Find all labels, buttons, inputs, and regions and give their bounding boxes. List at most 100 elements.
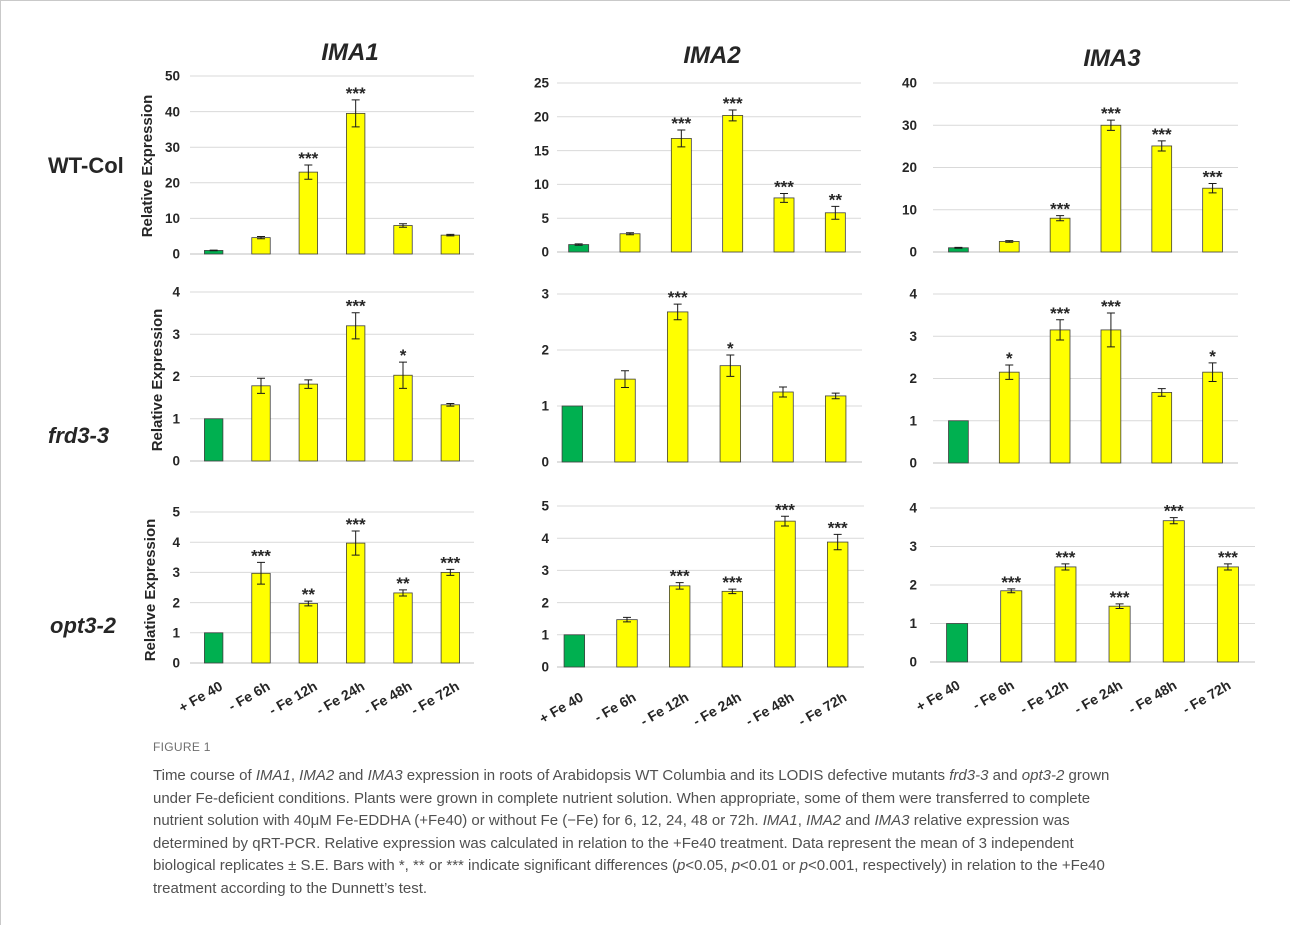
error-bar: [1223, 563, 1232, 571]
error-bar: [1106, 312, 1115, 348]
bar-fe-40: [204, 418, 224, 462]
bar-fe-6h: [251, 237, 271, 255]
x-tick-label: - Fe 72h: [795, 689, 849, 729]
error-bar: [623, 616, 631, 623]
significance-marker: ***: [774, 178, 794, 197]
significance-marker: ***: [346, 515, 366, 534]
y-tick-label: 0: [541, 455, 549, 470]
caption-text: treatment according to the Dunnett’s tes…: [153, 879, 428, 897]
significance-marker: ***: [1218, 548, 1238, 567]
significance-marker: ***: [1152, 125, 1172, 144]
bar-fe-12h: [666, 311, 689, 463]
error-bar: [446, 233, 455, 237]
x-tick-label: - Fe 24h: [313, 678, 367, 718]
bar-fe-48h: [1162, 520, 1185, 663]
bar-fe-6h: [251, 572, 271, 664]
bar-fe-12h: [298, 383, 318, 462]
significance-marker: ***: [298, 149, 318, 168]
error-bar: [1056, 319, 1065, 341]
significance-marker: ***: [775, 500, 795, 519]
y-tick-label: 20: [902, 160, 917, 175]
y-tick-label: 5: [541, 211, 549, 226]
error-bar: [833, 533, 842, 551]
chart-ima2-opt3-2: 0 1 2 3 4 5 + Fe 40- Fe 6h *** - Fe 12h *** - Fe 2…: [536, 499, 864, 729]
bar-fe-6h: [614, 378, 636, 463]
error-bar: [675, 582, 684, 590]
y-axis-label: Relative Expression: [142, 519, 159, 662]
bar-fe-6h: [251, 385, 271, 462]
bar-fe-40: [563, 634, 586, 668]
significance-marker: ***: [1101, 297, 1121, 316]
bar-fe-12h: [668, 585, 691, 668]
y-tick-label: 2: [541, 595, 549, 610]
chart-ima3-wt-col: 0 10 20 30 40 *** *** *** ***: [902, 76, 1238, 260]
x-tick-label: - Fe 6h: [591, 689, 638, 725]
bar-fe-48h: [393, 592, 413, 664]
error-bar: [399, 361, 407, 389]
x-tick-label: - Fe 48h: [1125, 677, 1179, 717]
chart-ima3-opt3-2: 0 1 2 3 4 + Fe 40 *** - Fe 6h *** - Fe 12h *** - Fe…: [909, 501, 1255, 717]
bar-fe-24h: [1108, 605, 1131, 663]
y-axis-label: Relative Expression: [139, 95, 156, 238]
caption-text: and: [841, 812, 875, 829]
error-bar: [1115, 603, 1124, 609]
significance-marker: ***: [1055, 548, 1075, 567]
x-tick-label: - Fe 6h: [225, 678, 272, 714]
bar-fe-12h: [298, 603, 318, 664]
y-tick-label: 3: [172, 565, 180, 580]
bar-fe-12h: [670, 138, 692, 253]
row-label-wt-col: WT-Col: [48, 153, 124, 178]
y-tick-label: 15: [534, 143, 550, 158]
x-tick-label: + Fe 40: [536, 689, 586, 727]
significance-marker: **: [302, 585, 316, 604]
significance-marker: *: [727, 339, 734, 358]
error-bar: [257, 236, 265, 240]
bar-fe-72h: [440, 404, 460, 462]
bar-fe-40: [204, 632, 224, 664]
x-tick-label: - Fe 48h: [743, 689, 797, 729]
error-bar: [1061, 563, 1070, 571]
bar-fe-6h: [1000, 590, 1023, 663]
y-tick-label: 5: [172, 505, 180, 520]
bar-fe-24h: [719, 365, 742, 463]
error-bar: [728, 109, 737, 122]
bar-fe-6h: [998, 241, 1020, 253]
error-bar: [209, 249, 218, 252]
y-tick-label: 2: [172, 369, 180, 384]
bar-fe-72h: [824, 395, 847, 463]
bar-fe-48h: [773, 197, 795, 253]
error-bar: [1169, 517, 1178, 525]
caption-text: <0.05,: [685, 857, 732, 874]
x-tick-label: - Fe 12h: [1017, 677, 1071, 717]
error-bar: [779, 386, 787, 398]
caption-text: relative expression was: [909, 812, 1070, 829]
caption-line: nutrient solution with 40μM Fe-EDDHA (+F…: [153, 810, 1109, 833]
caption-text: nutrient solution with 40μM Fe-EDDHA (+F…: [153, 812, 763, 829]
bar-fe-24h: [346, 112, 366, 255]
y-tick-label: 0: [172, 656, 180, 671]
y-tick-label: 3: [909, 329, 917, 344]
y-tick-label: 3: [172, 327, 180, 342]
bar-fe-24h: [346, 325, 366, 462]
bar-fe-6h: [616, 619, 638, 668]
bar-fe-48h: [1151, 145, 1173, 253]
significance-marker: *: [400, 346, 407, 365]
y-tick-label: 3: [541, 563, 549, 578]
error-bar: [351, 312, 360, 340]
y-tick-label: 2: [541, 343, 549, 358]
error-bar: [1005, 240, 1014, 243]
bar-fe-12h: [1054, 566, 1077, 663]
y-tick-label: 25: [534, 76, 550, 91]
significance-marker: ***: [668, 288, 688, 307]
caption-italic-term: p: [731, 857, 741, 874]
x-tick-label: - Fe 72h: [1180, 677, 1234, 717]
caption-line: treatment according to the Dunnett’s tes…: [153, 878, 1109, 901]
caption-text: determined by qRT-PCR. Relative expressi…: [153, 834, 1074, 852]
bar-fe-72h: [1216, 566, 1239, 663]
error-bar: [831, 392, 840, 400]
y-tick-label: 3: [541, 287, 549, 302]
bar-fe-72h: [1202, 187, 1223, 253]
significance-marker: **: [396, 574, 410, 593]
significance-marker: ***: [670, 567, 690, 586]
